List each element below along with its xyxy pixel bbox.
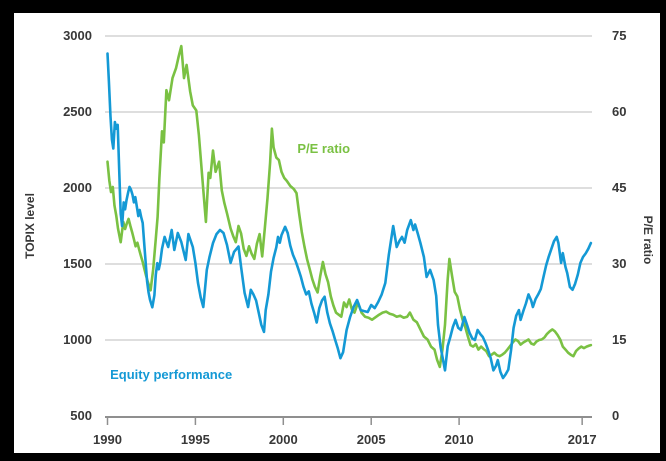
left-axis-title: TOPIX level — [23, 193, 37, 259]
y-right-tick-label: 0 — [612, 408, 620, 423]
x-tick-label: 1995 — [180, 432, 210, 447]
pe-ratio-series-label: P/E ratio — [297, 141, 351, 156]
y-right-tick-label: 15 — [612, 332, 627, 347]
equity-performance-series-label: Equity performance — [110, 367, 233, 383]
x-tick-label: 2010 — [444, 432, 474, 447]
x-tick-label: 1990 — [93, 432, 122, 447]
y-left-tick-label: 500 — [70, 408, 92, 423]
y-left-tick-label: 1000 — [63, 332, 92, 347]
y-left-tick-label: 2000 — [63, 180, 92, 195]
y-right-tick-label: 30 — [612, 256, 627, 271]
y-left-tick-label: 2500 — [63, 104, 92, 119]
y-left-tick-label: 1500 — [63, 256, 92, 271]
y-right-tick-label: 75 — [612, 28, 627, 43]
y-left-tick-label: 3000 — [63, 28, 92, 43]
topix-line — [106, 52, 593, 380]
right-axis-title: P/E ratio — [641, 215, 655, 265]
y-right-tick-label: 60 — [612, 104, 627, 119]
x-tick-label: 2000 — [268, 432, 298, 447]
y-right-tick-label: 45 — [612, 180, 627, 195]
x-tick-label: 2017 — [567, 432, 597, 447]
x-tick-label: 2005 — [356, 432, 386, 447]
